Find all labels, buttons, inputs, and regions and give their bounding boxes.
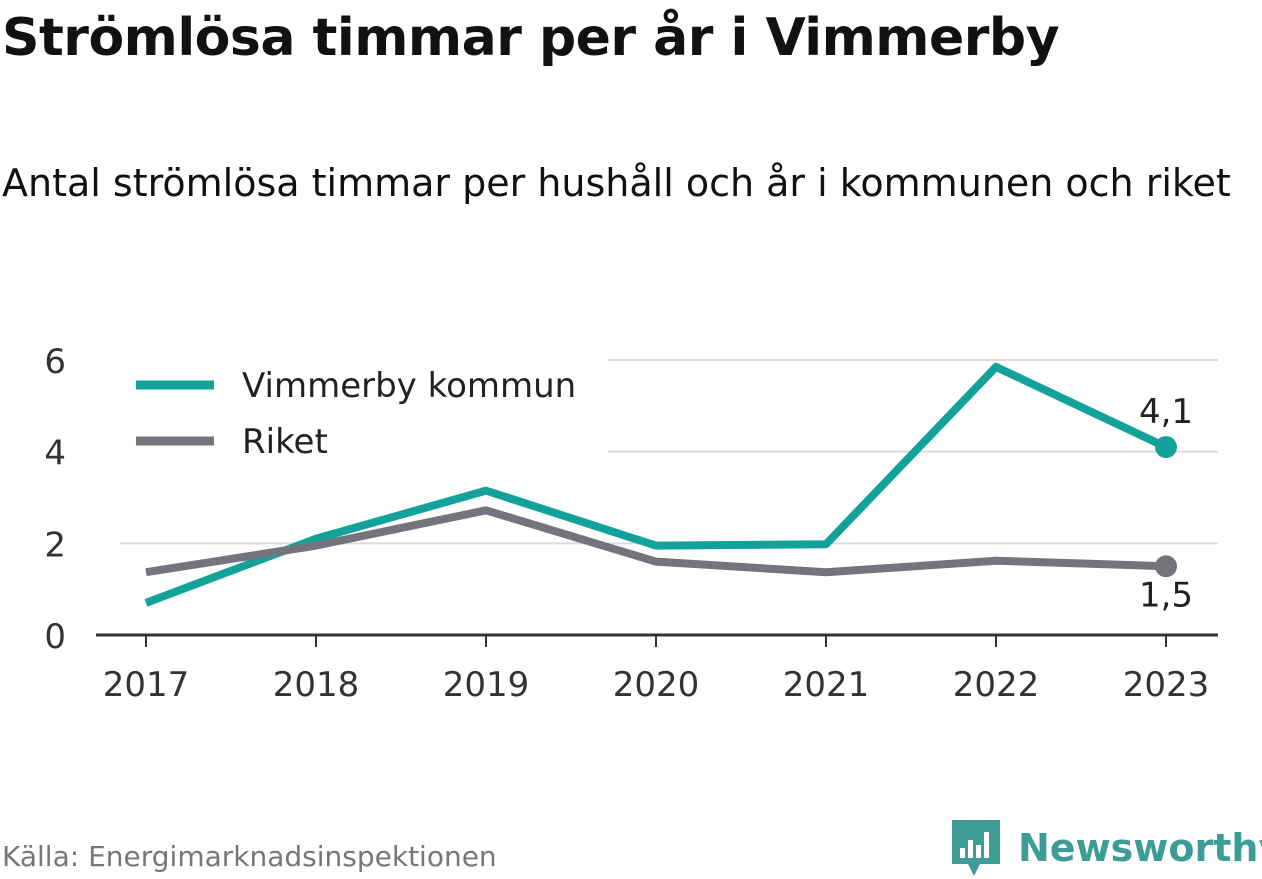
y-tick-label: 4: [44, 434, 66, 474]
x-tick-label: 2020: [613, 665, 700, 705]
legend-label: Vimmerby kommun: [242, 366, 576, 406]
x-tick-label: 2019: [443, 665, 530, 705]
series-line-1: [145, 506, 1167, 577]
legend: Vimmerby kommun Riket: [120, 356, 608, 462]
y-tick-label: 0: [44, 617, 66, 657]
series-end-marker: [1155, 555, 1177, 578]
chart-subtitle: Antal strömlösa timmar per hushåll och å…: [2, 161, 1231, 205]
axes: 0 2 4 6 2017 2018 2019 2020 2021 2022 2023: [44, 342, 1218, 705]
legend-label: Riket: [242, 422, 328, 462]
series-end-label: 4,1: [1139, 392, 1193, 432]
brand: Newsworthy: [950, 818, 1262, 878]
chart-title: Strömlösa timmar per år i Vimmerby: [2, 8, 1060, 68]
series-end-marker: [1155, 436, 1177, 459]
newsworthy-logo-icon: [952, 820, 1000, 876]
series-line-0: [144, 362, 1168, 607]
x-tick-label: 2021: [783, 665, 870, 705]
brand-name: Newsworthy: [1018, 826, 1262, 870]
source-note: Källa: Energimarknadsinspektionen: [2, 840, 497, 873]
y-tick-label: 6: [44, 342, 66, 382]
x-tick-label: 2022: [953, 665, 1040, 705]
x-tick-label: 2018: [273, 665, 360, 705]
series-lines: 4,1 1,5: [144, 362, 1193, 615]
x-tick-label: 2017: [103, 665, 190, 705]
x-tick-label: 2023: [1123, 665, 1210, 705]
series-end-label: 1,5: [1139, 575, 1193, 615]
y-tick-label: 2: [44, 525, 66, 565]
